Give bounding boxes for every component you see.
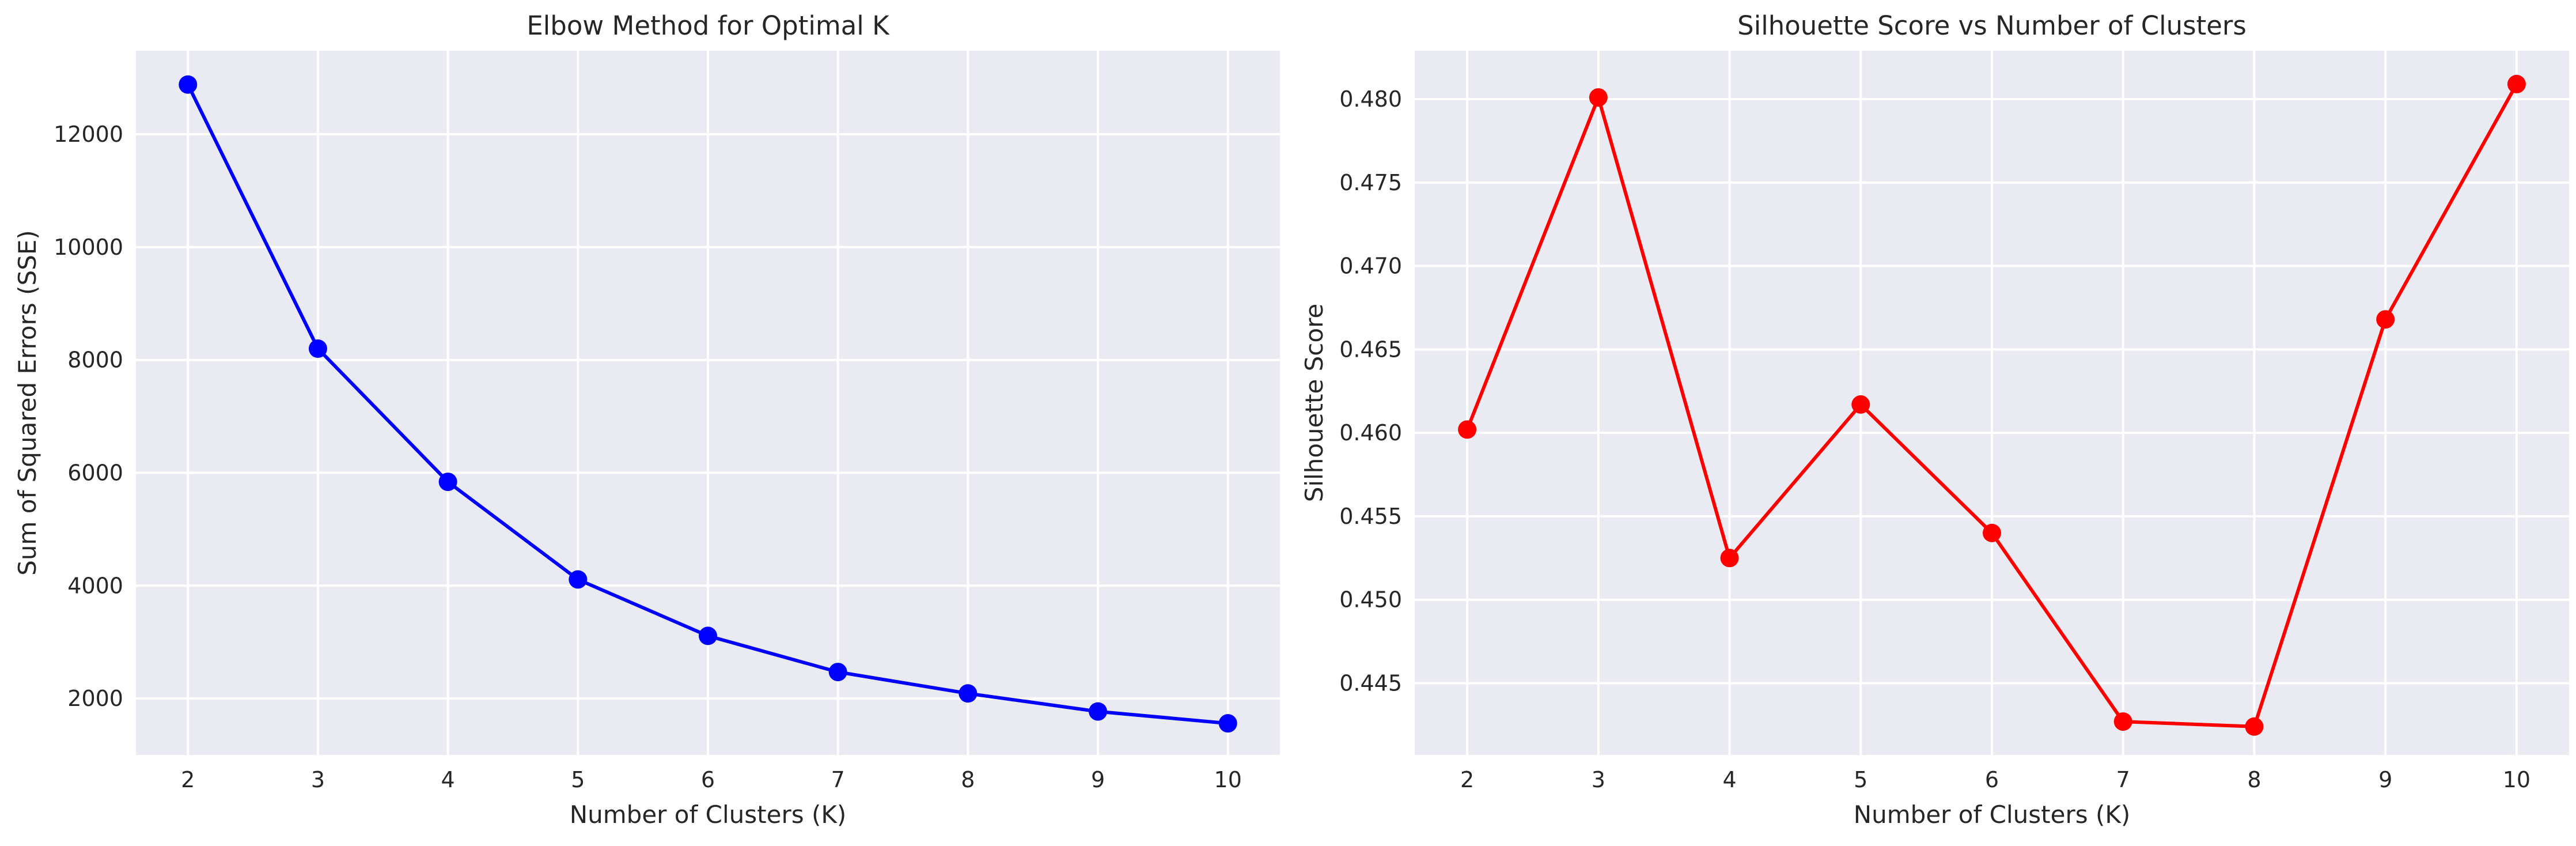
chart-0-data-point: [1089, 702, 1108, 721]
chart-0-x-tick-label: 2: [181, 767, 195, 792]
chart-0-data-point: [959, 684, 978, 703]
chart-0-data-point: [179, 75, 198, 94]
chart-1-x-tick-label: 10: [2503, 767, 2530, 792]
chart-0-x-tick-label: 7: [831, 767, 845, 792]
chart-1-data-point: [1458, 420, 1477, 439]
chart-0-y-tick-label: 6000: [67, 460, 123, 485]
chart-1-y-tick-label: 0.470: [1339, 254, 1402, 279]
chart-0-y-tick-label: 10000: [54, 235, 123, 260]
chart-1-data-point: [1720, 549, 1739, 568]
chart-1-data-point: [1983, 523, 2001, 542]
chart-1-data-point: [2245, 717, 2264, 736]
chart-0-x-tick-label: 6: [701, 767, 715, 792]
chart-1-y-axis-label: Silhouette Score: [1300, 304, 1328, 503]
chart-1-x-axis-label: Number of Clusters (K): [1854, 800, 2131, 829]
chart-1-x-tick-label: 8: [2247, 767, 2261, 792]
chart-0-data-point: [438, 473, 457, 492]
chart-0-data-point: [828, 663, 847, 682]
chart-1-data-point: [1851, 395, 1870, 414]
chart-1-y-tick-label: 0.455: [1339, 504, 1402, 529]
chart-0-y-tick-label: 4000: [67, 573, 123, 598]
elbow-chart: 2 3 4 5 6 7 8 9 10 2000 4000 6000 8000 10000 12000 Elbo…: [13, 10, 1280, 829]
chart-1-x-tick-label: 2: [1460, 767, 1474, 792]
chart-1-x-tick-label: 9: [2378, 767, 2392, 792]
chart-0-data-point: [569, 570, 588, 589]
chart-0-title: Elbow Method for Optimal K: [526, 10, 890, 41]
chart-1-x-tick-label: 4: [1722, 767, 1736, 792]
chart-1-x-tick-label: 5: [1854, 767, 1867, 792]
chart-0-x-tick-label: 3: [311, 767, 325, 792]
chart-0-data-point: [1218, 714, 1237, 733]
chart-1-x-tick-label: 3: [1592, 767, 1605, 792]
chart-0-y-axis-label: Sum of Squared Errors (SSE): [13, 230, 41, 575]
chart-1-y-tick-label: 0.475: [1339, 170, 1402, 195]
chart-1-x-tick-label: 6: [1985, 767, 1999, 792]
chart-1-title: Silhouette Score vs Number of Clusters: [1737, 10, 2247, 41]
chart-0-x-tick-label: 8: [961, 767, 975, 792]
silhouette-chart: 2 3 4 5 6 7 8 9 10 0.445 0.450 0.455 0.460 0.465 0.470…: [1300, 10, 2569, 829]
chart-1-data-point: [2376, 310, 2395, 329]
chart-1-x-tick-label: 7: [2116, 767, 2130, 792]
chart-0-data-point: [308, 339, 327, 358]
chart-1-y-tick-label: 0.460: [1339, 420, 1402, 445]
chart-0-x-axis-label: Number of Clusters (K): [570, 800, 847, 829]
chart-0-y-tick-label: 8000: [67, 348, 123, 373]
chart-0-data-point: [699, 626, 717, 645]
chart-1-y-tick-label: 0.445: [1339, 670, 1402, 696]
chart-1-data-point: [2507, 74, 2526, 93]
chart-1-data-point: [1589, 88, 1608, 107]
chart-0-x-tick-label: 5: [571, 767, 585, 792]
chart-1-y-tick-label: 0.465: [1339, 337, 1402, 362]
chart-1-y-tick-label: 0.450: [1339, 587, 1402, 613]
chart-1-y-tick-label: 0.480: [1339, 86, 1402, 112]
chart-0-x-tick-label: 4: [441, 767, 455, 792]
chart-1-data-point: [2113, 712, 2132, 731]
chart-0-x-tick-label: 9: [1091, 767, 1105, 792]
chart-0-y-tick-label: 2000: [67, 686, 123, 711]
chart-0-x-tick-label: 10: [1214, 767, 1242, 792]
chart-0-y-tick-label: 12000: [54, 122, 123, 147]
